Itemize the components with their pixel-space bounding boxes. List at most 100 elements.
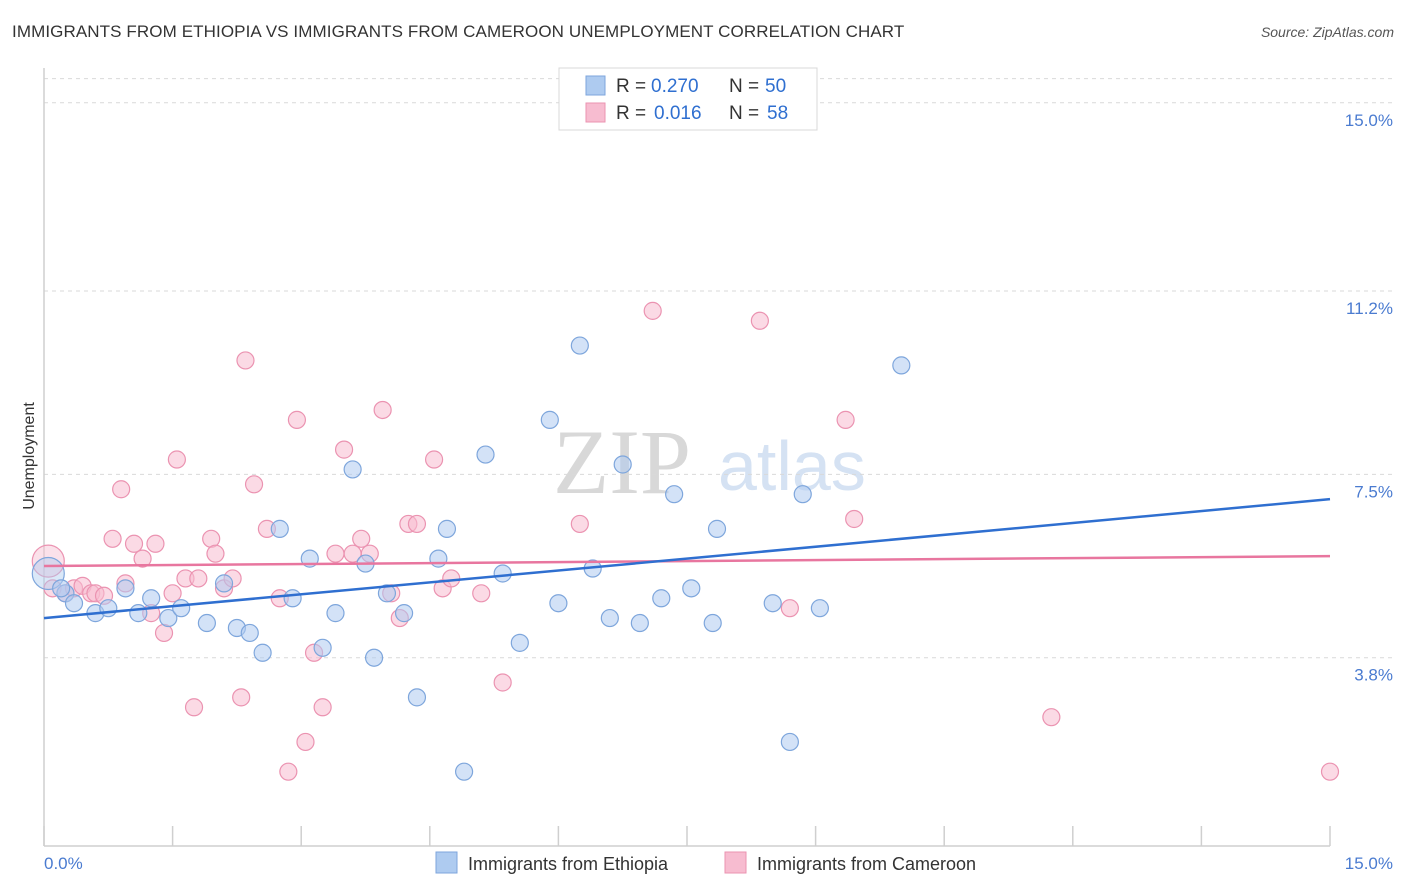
ethiopia-point <box>326 604 345 623</box>
chart-title: IMMIGRANTS FROM ETHIOPIA VS IMMIGRANTS F… <box>12 22 905 41</box>
watermark-atlas: atlas <box>718 427 866 505</box>
ethiopia-point <box>429 549 448 568</box>
cameroon-point <box>643 301 662 320</box>
ethiopia-point <box>270 519 289 538</box>
ethiopia-point <box>313 638 332 657</box>
y-axis-label: Unemployment <box>21 402 38 510</box>
cameroon-point <box>287 410 307 429</box>
ethiopia-point <box>129 604 148 623</box>
ethiopia-point <box>570 336 589 355</box>
cameroon-point <box>845 509 864 529</box>
ethiopia-point <box>64 594 84 613</box>
ethiopia-point <box>159 608 178 628</box>
cameroon-point <box>472 584 491 603</box>
ethiopia-point <box>116 579 135 598</box>
ethiopia-point <box>283 589 302 608</box>
cameroon-point <box>146 534 165 553</box>
cameroon-point <box>279 762 298 781</box>
ethiopia-point <box>142 589 161 608</box>
cameroon-point <box>133 549 152 568</box>
y-tick-label: 7.5% <box>1354 482 1393 501</box>
x-tick-label-max: 15.0% <box>1345 854 1393 873</box>
cameroon-point <box>326 544 345 563</box>
cameroon-point <box>570 514 589 534</box>
legend-r-label-cameroon: R = <box>616 103 646 124</box>
ethiopia-point <box>437 519 457 538</box>
cameroon-point <box>836 410 855 429</box>
ethiopia-point <box>377 584 397 603</box>
y-tick-label: 15.0% <box>1345 111 1393 130</box>
cameroon-point <box>407 514 427 534</box>
ethiopia-point <box>665 485 684 504</box>
legend-top: R = 0.270 N = 50 R = 0.016 N = 58 <box>558 67 818 131</box>
ethiopia-point <box>510 633 529 652</box>
legend-n-label-cameroon: N = <box>729 103 759 124</box>
ethiopia-point <box>253 643 272 662</box>
cameroon-point <box>352 529 371 548</box>
ethiopia-point <box>682 579 701 598</box>
ethiopia-point <box>763 594 782 613</box>
ethiopia-point <box>707 519 727 538</box>
legend-swatch-ethiopia <box>585 75 606 96</box>
y-tick-label: 11.2% <box>1346 299 1393 318</box>
bottom-legend-swatch-ethiopia <box>435 851 458 874</box>
ethiopia-point <box>197 613 216 633</box>
ethiopia-point <box>780 732 799 752</box>
series-cameroon-points <box>31 301 1340 781</box>
ethiopia-point <box>793 485 812 504</box>
ethiopia-point <box>364 648 384 667</box>
legend-swatch-cameroon <box>585 102 606 123</box>
source-credit: Source: ZipAtlas.com <box>1260 24 1394 40</box>
ethiopia-point <box>493 564 512 583</box>
cameroon-point <box>112 480 131 499</box>
cameroon-point <box>167 450 186 469</box>
cameroon-point <box>232 688 251 707</box>
cameroon-point <box>184 698 204 717</box>
ethiopia-trend-line <box>43 497 1331 620</box>
cameroon-point <box>313 698 332 717</box>
ethiopia-point <box>892 356 911 375</box>
cameroon-point <box>780 599 799 618</box>
trend-lines <box>43 497 1331 620</box>
bottom-legend-label-ethiopia: Immigrants from Ethiopia <box>468 854 669 874</box>
cameroon-point <box>103 529 122 548</box>
cameroon-point <box>493 673 512 692</box>
ethiopia-point <box>214 574 234 593</box>
ethiopia-point <box>394 604 414 623</box>
cameroon-point <box>189 569 208 588</box>
cameroon-point <box>1042 708 1061 727</box>
cameroon-point <box>296 732 315 752</box>
legend-r-label-ethiopia: R = <box>616 76 646 97</box>
ethiopia-point <box>52 579 71 598</box>
ethiopia-point <box>476 445 495 464</box>
ethiopia-point <box>613 455 632 474</box>
bottom-legend-swatch-cameroon <box>724 851 747 874</box>
cameroon-point <box>163 584 182 603</box>
cameroon-trend-line <box>43 554 1331 568</box>
ethiopia-point <box>630 613 649 633</box>
cameroon-point <box>373 400 392 420</box>
bottom-legend-label-cameroon: Immigrants from Cameroon <box>757 854 976 874</box>
ethiopia-point <box>343 460 362 479</box>
cameroon-point <box>236 351 255 370</box>
cameroon-point <box>1320 762 1340 781</box>
cameroon-point <box>334 440 354 459</box>
ethiopia-point <box>810 599 829 618</box>
legend-r-value-cameroon: 0.016 <box>654 103 702 124</box>
cameroon-point <box>244 475 264 494</box>
ethiopia-point <box>407 688 427 707</box>
ethiopia-point <box>703 613 722 633</box>
cameroon-point <box>750 311 769 330</box>
ethiopia-point <box>99 599 118 618</box>
cameroon-point <box>31 544 65 578</box>
ethiopia-point <box>600 608 619 628</box>
ethiopia-point <box>652 589 671 608</box>
ethiopia-point <box>549 594 568 613</box>
legend-n-value-ethiopia: 50 <box>765 76 786 97</box>
ethiopia-point <box>454 762 474 781</box>
cameroon-point <box>424 450 444 469</box>
legend-n-label-ethiopia: N = <box>729 76 759 97</box>
cameroon-point <box>206 544 225 563</box>
y-tick-label: 3.8% <box>1354 666 1393 685</box>
